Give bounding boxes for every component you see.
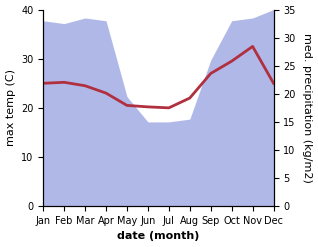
Y-axis label: max temp (C): max temp (C) bbox=[5, 69, 16, 146]
Y-axis label: med. precipitation (kg/m2): med. precipitation (kg/m2) bbox=[302, 33, 313, 183]
X-axis label: date (month): date (month) bbox=[117, 231, 200, 242]
